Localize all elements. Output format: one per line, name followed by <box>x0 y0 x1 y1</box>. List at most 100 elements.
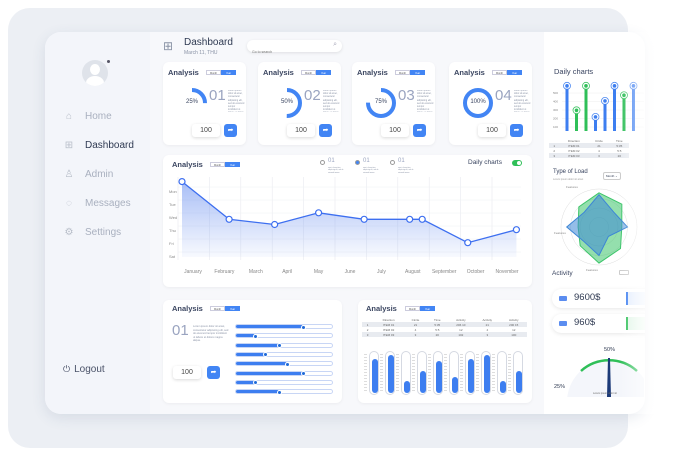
radio-button[interactable] <box>355 160 360 165</box>
logout-button[interactable]: ⏻ Logout <box>63 361 148 377</box>
daily-charts-toggle[interactable] <box>512 160 522 166</box>
table-row[interactable]: 2 ITEM 02 4 5:5 <box>549 148 629 153</box>
table-row[interactable]: 3 ITEM 03 3 20 102 3 100 <box>362 332 527 337</box>
card-title: Analysis <box>454 68 485 77</box>
data-point[interactable] <box>406 215 414 223</box>
sidebar-item-admin[interactable]: ♙ Admin <box>63 166 148 182</box>
slider-handle[interactable] <box>301 371 307 376</box>
series-option[interactable]: 01 Lorem ipsum dolor sit amet, consectetu… <box>320 158 350 174</box>
bar-dot <box>565 84 569 88</box>
share-button[interactable]: ➦ <box>510 124 523 137</box>
month-tab[interactable]: Month <box>206 70 221 75</box>
year-tab[interactable]: Year <box>410 70 425 75</box>
period-select[interactable]: Month ⌄ <box>603 172 621 180</box>
bar[interactable] <box>603 100 607 131</box>
sidebar-item-dashboard[interactable]: ⊞ Dashboard <box>63 137 148 153</box>
data-point[interactable] <box>315 209 323 217</box>
sidebar-item-home[interactable]: ⌂ Home <box>63 108 148 124</box>
slider-handle[interactable] <box>262 352 268 358</box>
x-tick-label: May <box>314 269 324 275</box>
sidebar-item-messages[interactable]: ◌ Messages <box>63 195 148 211</box>
bar[interactable] <box>594 116 597 131</box>
slider[interactable] <box>235 324 333 330</box>
slider[interactable] <box>235 351 333 358</box>
table-cell: 100 <box>500 332 527 337</box>
share-button[interactable]: ➦ <box>413 124 426 137</box>
avatar[interactable] <box>82 60 108 86</box>
value-box[interactable]: 100 <box>381 124 409 137</box>
share-button[interactable]: ➦ <box>224 124 237 137</box>
month-tab[interactable]: Month <box>395 70 410 75</box>
data-point[interactable] <box>512 226 521 234</box>
period-toggle[interactable]: Month Year <box>395 70 425 75</box>
year-tab[interactable]: Year <box>420 306 435 311</box>
slider-handle[interactable] <box>253 333 259 339</box>
activity-amount: 960$ <box>574 317 596 328</box>
year-tab[interactable]: Year <box>225 306 240 311</box>
year-tab[interactable]: Year <box>316 70 331 75</box>
activity-title: Activity <box>552 270 573 277</box>
data-point[interactable] <box>178 178 186 186</box>
month-tab[interactable]: Month <box>492 70 507 75</box>
year-tab[interactable]: Year <box>507 70 522 75</box>
table-cell: 21 <box>404 322 427 327</box>
chat-icon: ◌ <box>66 197 72 209</box>
slider[interactable] <box>235 361 333 367</box>
period-toggle[interactable]: Month Year <box>210 162 240 167</box>
bar[interactable] <box>613 85 616 131</box>
data-point[interactable] <box>360 215 368 223</box>
slider[interactable] <box>235 389 333 395</box>
bar[interactable] <box>584 85 588 131</box>
sidebar-item-settings[interactable]: ⚙ Settings <box>63 224 148 240</box>
slider-handle[interactable] <box>277 343 283 349</box>
slider-handle[interactable] <box>277 389 283 395</box>
data-point[interactable] <box>464 239 472 247</box>
data-point[interactable] <box>225 215 233 223</box>
value-box[interactable]: 100 <box>192 124 220 137</box>
bar[interactable] <box>575 110 578 131</box>
search-input[interactable] <box>252 50 327 54</box>
data-point[interactable] <box>271 220 279 229</box>
card-title: Analysis <box>366 304 397 313</box>
radio-button[interactable] <box>390 160 395 165</box>
month-tab[interactable]: Month <box>301 70 316 75</box>
dashboard-window: ⌂ Home ⊞ Dashboard ♙ Admin ◌ Messages ⚙ Settings … <box>45 32 645 414</box>
slider-handle[interactable] <box>253 380 259 386</box>
value-box[interactable]: 100 <box>173 366 201 379</box>
year-tab[interactable]: Year <box>221 70 236 75</box>
table-row[interactable]: 2 ITEM 02 4 5:5 12 4 12 <box>362 327 527 332</box>
period-toggle[interactable]: Month Year <box>492 70 522 75</box>
table-row[interactable]: 1 ITEM 01 21 5:35 206 10 21 200 15 <box>362 322 527 327</box>
series-option[interactable]: 01 Lorem ipsum dolor sit amet, consectetu… <box>390 158 420 174</box>
slider[interactable] <box>235 379 333 386</box>
value-box[interactable]: 100 <box>478 124 506 137</box>
period-toggle[interactable]: Month Year <box>405 306 435 311</box>
share-button[interactable]: ➦ <box>319 124 332 137</box>
data-point[interactable] <box>418 215 426 223</box>
value-box[interactable]: 100 <box>287 124 315 137</box>
slider-handle[interactable] <box>301 324 307 330</box>
bar-dot <box>574 108 579 113</box>
period-toggle[interactable]: Month Year <box>301 70 331 75</box>
slider-handle[interactable] <box>284 361 290 367</box>
year-tab[interactable]: Year <box>225 162 240 167</box>
column-header: Time <box>433 317 441 322</box>
slider[interactable] <box>235 370 333 376</box>
share-button[interactable]: ➦ <box>207 366 220 379</box>
bar[interactable] <box>565 85 569 131</box>
month-tab[interactable]: Month <box>210 162 225 167</box>
series-option[interactable]: 01 Lorem ipsum dolor sit amet, consectetu… <box>355 158 385 174</box>
period-toggle[interactable]: Month Year <box>210 306 240 311</box>
search-bar[interactable]: ⌕ <box>247 40 342 54</box>
radio-button[interactable] <box>320 160 325 165</box>
tick-marks <box>444 354 447 392</box>
period-toggle[interactable]: Month Year <box>206 70 236 75</box>
column-header: Time <box>610 138 629 143</box>
month-tab[interactable]: Month <box>210 306 225 311</box>
month-tab[interactable]: Month <box>405 306 420 311</box>
slider[interactable] <box>235 333 333 339</box>
slider[interactable] <box>235 342 333 349</box>
tick-marks <box>428 354 431 392</box>
